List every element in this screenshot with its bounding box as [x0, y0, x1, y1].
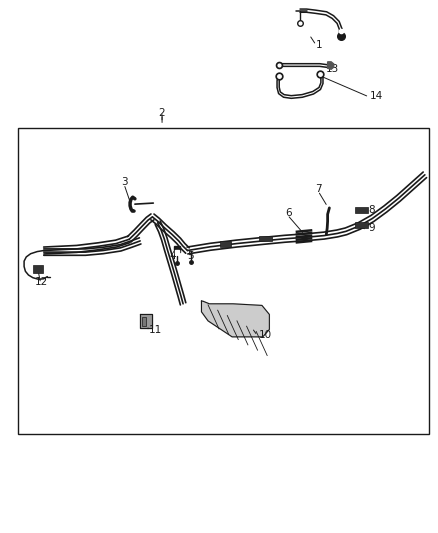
Text: 7: 7: [315, 184, 322, 194]
Text: 10: 10: [258, 330, 272, 340]
Polygon shape: [140, 314, 152, 328]
Text: 13: 13: [326, 64, 339, 74]
Text: 1: 1: [315, 41, 322, 50]
Bar: [355, 222, 368, 228]
Polygon shape: [328, 62, 334, 69]
Text: 3: 3: [121, 177, 128, 187]
Text: 12: 12: [35, 278, 48, 287]
Polygon shape: [201, 301, 269, 337]
Text: 8: 8: [368, 205, 374, 215]
Text: 11: 11: [149, 326, 162, 335]
Text: 6: 6: [285, 208, 292, 218]
Bar: [220, 241, 231, 247]
Bar: [33, 265, 43, 273]
Bar: [355, 207, 368, 213]
Text: 4: 4: [170, 251, 177, 261]
Bar: [18, 128, 429, 434]
Text: 2: 2: [159, 108, 166, 118]
Bar: [142, 317, 146, 326]
Text: 9: 9: [368, 223, 374, 233]
Text: 5: 5: [187, 251, 194, 261]
Text: 14: 14: [370, 91, 383, 101]
Bar: [259, 236, 272, 241]
